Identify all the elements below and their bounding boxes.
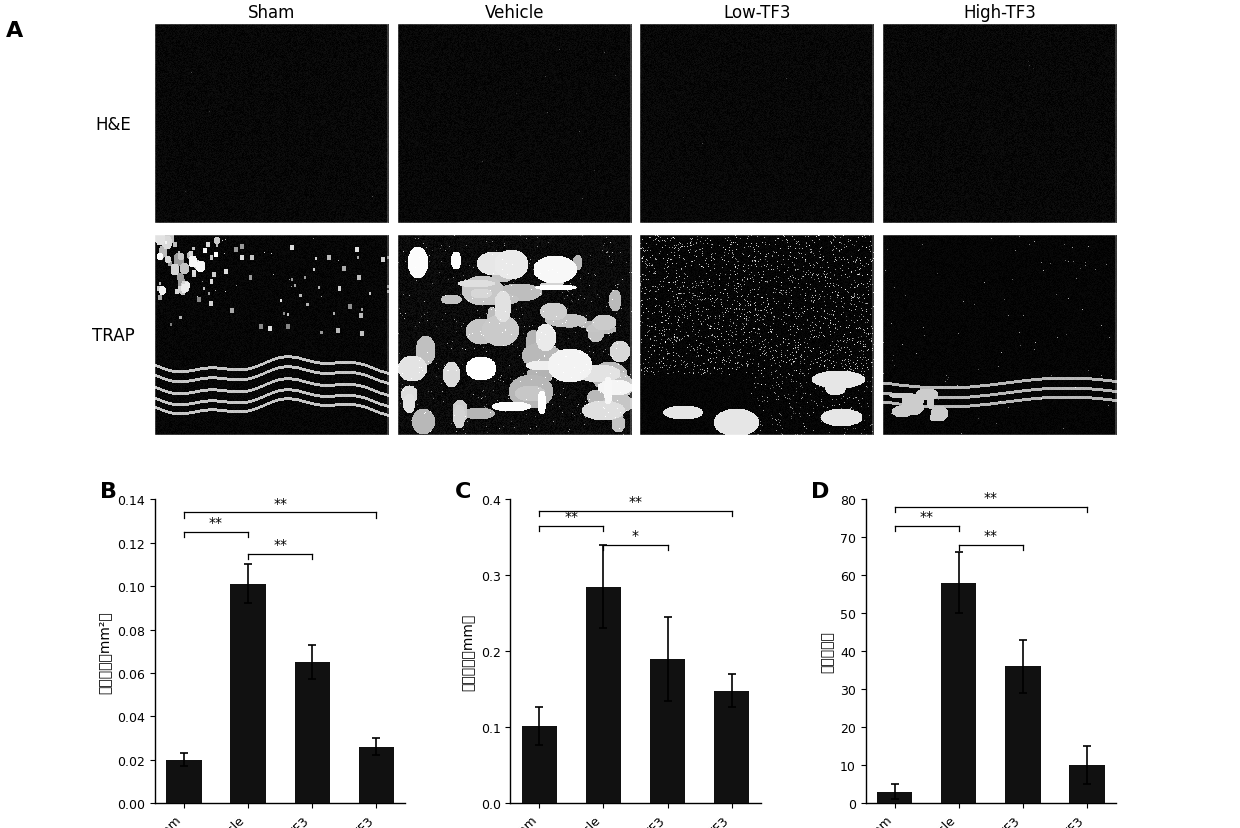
Bar	[941, 583, 976, 803]
Bar	[585, 587, 621, 803]
Y-axis label: 骨膜厕度（mm）: 骨膜厕度（mm）	[461, 613, 475, 690]
Bar	[1069, 765, 1105, 803]
Title: Vehicle: Vehicle	[485, 4, 544, 22]
Text: **: **	[629, 494, 642, 508]
Y-axis label: H&E: H&E	[95, 116, 131, 133]
Bar	[522, 726, 557, 803]
Text: **: **	[273, 537, 288, 551]
Bar	[166, 760, 202, 803]
Title: High-TF3: High-TF3	[963, 4, 1035, 22]
Text: **: **	[210, 516, 223, 530]
Text: *: *	[632, 529, 639, 543]
Text: D: D	[811, 481, 830, 502]
Text: **: **	[983, 529, 998, 543]
Bar	[714, 691, 749, 803]
Y-axis label: 青溦面积（mm²）: 青溦面积（mm²）	[98, 610, 112, 693]
Bar	[358, 747, 394, 803]
Y-axis label: 破骨细胞数: 破骨细胞数	[821, 630, 835, 672]
Bar	[295, 662, 330, 803]
Title: Sham: Sham	[248, 4, 295, 22]
Title: Low-TF3: Low-TF3	[723, 4, 791, 22]
Bar	[231, 585, 265, 803]
Text: A: A	[6, 21, 24, 41]
Text: **: **	[920, 510, 934, 524]
Text: **: **	[273, 496, 288, 510]
Text: **: **	[564, 510, 578, 524]
Text: C: C	[455, 481, 471, 502]
Bar	[1006, 667, 1040, 803]
Bar	[877, 792, 913, 803]
Bar	[650, 659, 686, 803]
Text: **: **	[983, 491, 998, 505]
Y-axis label: TRAP: TRAP	[92, 327, 135, 344]
Text: B: B	[100, 481, 117, 502]
